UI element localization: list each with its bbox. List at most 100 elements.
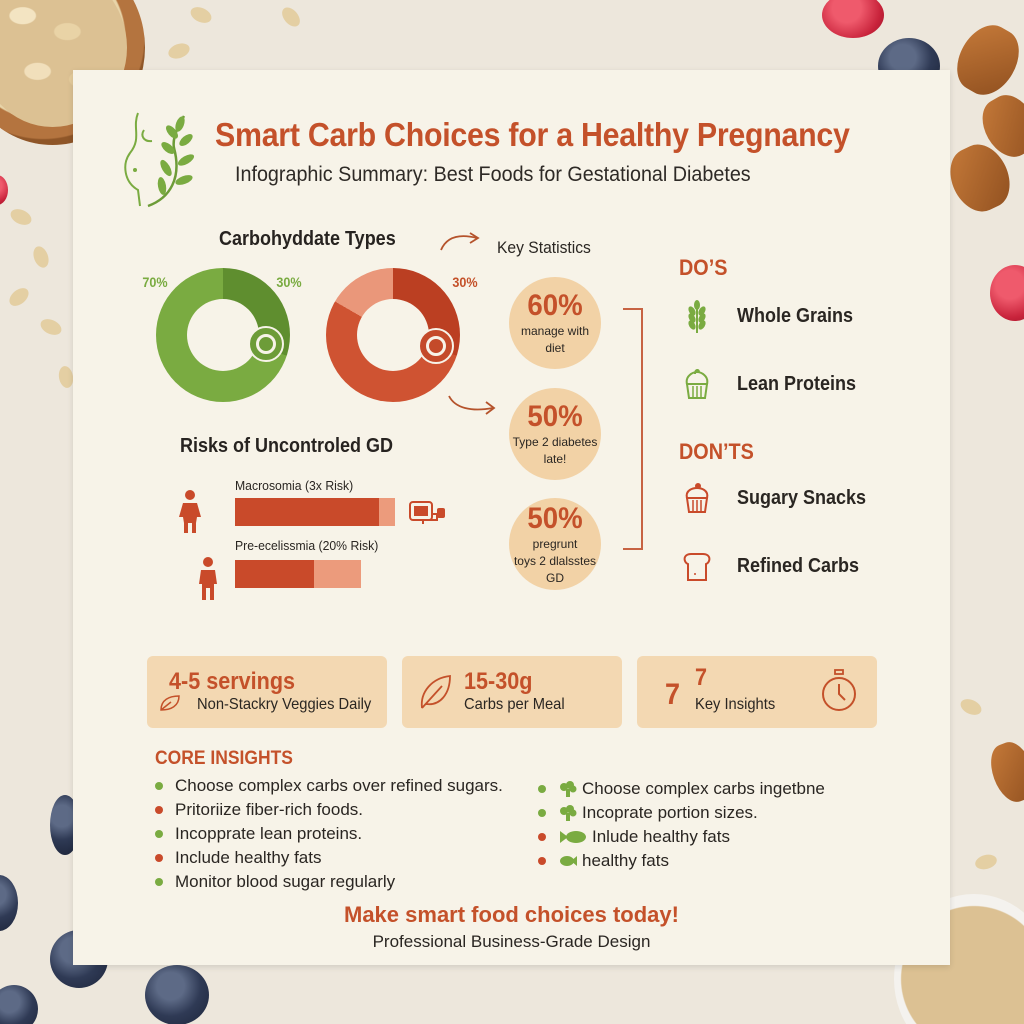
bullet-dot: [155, 782, 163, 790]
insight-text: Incoprate portion sizes.: [582, 803, 758, 822]
oat-flake-decoration: [188, 4, 214, 26]
page-title: Smart Carb Choices for a Healthy Pregnan…: [215, 116, 850, 153]
call-to-action-text: Make smart food choices today!: [344, 902, 679, 927]
oat-flake-decoration: [166, 40, 192, 62]
tile-small-label: Key Insights: [695, 696, 776, 713]
risk-bar-light: [314, 560, 361, 588]
list-item: Choose complex carbs over refined sugars…: [155, 774, 503, 798]
tile-veggie-servings: 4-5 servings Non-Stackry Veggies Daily: [147, 656, 387, 728]
oat-flake-decoration: [6, 284, 32, 310]
list-item: Pritoriize fiber-rich foods.: [155, 798, 503, 822]
cupcake-icon: [685, 483, 709, 513]
key-statistics-heading: Key Statistics: [497, 238, 591, 257]
do-item-label: Whole Grains: [737, 304, 854, 327]
list-item: healthy fats: [538, 849, 825, 873]
oat-flake-decoration: [30, 244, 52, 270]
bread-icon: [683, 553, 711, 581]
fish-icon: [560, 856, 577, 866]
oat-flake-decoration: [38, 316, 64, 338]
stat-label: Type 2 diabetes: [512, 435, 598, 449]
risk-bar-solid: [235, 498, 379, 526]
curved-arrow-icon: [448, 395, 496, 415]
risk-label-preeclampsia: Pre-ecelissmia (20% Risk): [235, 538, 379, 553]
risk-label-macrosomia: Macrosomia (3x Risk): [235, 478, 354, 493]
insight-text: Choose complex carbs ingetbne: [582, 779, 825, 798]
do-item-label: Lean Proteins: [737, 372, 857, 395]
stats-bracket-divider: [623, 308, 643, 550]
bullet-dot: [155, 878, 163, 886]
infographic-card: Smart Carb Choices for a Healthy Pregnan…: [73, 70, 950, 965]
raspberry-decoration: [0, 175, 8, 205]
stopwatch-icon: [822, 669, 856, 711]
bullet-dot: [538, 785, 546, 793]
stat-label: manage with: [520, 324, 590, 338]
list-item: Include healthy fats: [155, 846, 503, 870]
person-icon: [179, 490, 201, 533]
tile-prefix-number: 7: [665, 678, 681, 711]
tile-big-value: 4-5 servings: [169, 668, 296, 695]
list-item: Monitor blood sugar regularly: [155, 870, 503, 894]
list-item: Incopprate lean proteins.: [155, 822, 503, 846]
curved-arrow-icon: [440, 232, 480, 251]
fish-icon: [560, 831, 586, 843]
insight-text: Pritoriize fiber-rich foods.: [175, 800, 364, 819]
core-insights-right-list: Choose complex carbs ingetbne Incoprate …: [538, 777, 825, 873]
wheat-icon: [688, 300, 706, 333]
bullet-dot: [538, 857, 546, 865]
oat-flake-decoration: [8, 206, 34, 228]
stat-label: toys 2 dlalsstes: [513, 553, 597, 568]
dont-item-label: Sugary Snacks: [737, 486, 867, 509]
broccoli-icon: [560, 781, 577, 797]
donut-good-label-left: 70%: [142, 274, 168, 290]
list-item: Inlude healthy fats: [538, 825, 825, 849]
stat-value: 50%: [527, 501, 583, 535]
oat-flake-decoration: [278, 4, 304, 30]
person-icon: [199, 557, 217, 600]
stat-label: pregrunt: [532, 536, 578, 551]
risk-bar-preeclampsia: [235, 560, 361, 588]
insight-text: Inlude healthy fats: [592, 827, 730, 846]
dont-item-refined-carbs: Refined Carbs: [681, 548, 873, 584]
stat-label: late!: [543, 452, 567, 466]
risk-bar-light: [379, 498, 395, 526]
monitor-icon: [409, 501, 445, 524]
risk-bar-macrosomia: [235, 498, 395, 526]
donut-bad-label: 30%: [452, 274, 478, 290]
oat-flake-decoration: [958, 696, 984, 718]
footer-tagline: Professional Business-Grade Design: [372, 932, 651, 951]
do-item-lean-proteins: Lean Proteins: [681, 366, 869, 402]
donut-icon: [248, 326, 284, 362]
leaf-icon: [160, 695, 180, 711]
stat-label: diet: [545, 341, 565, 355]
insight-text: Monitor blood sugar regularly: [175, 872, 396, 891]
bullet-dot: [155, 806, 163, 814]
list-item: Incoprate portion sizes.: [538, 801, 825, 825]
core-insights-heading: CORE INSIGHTS: [155, 748, 293, 769]
insight-text: Choose complex carbs over refined sugars…: [175, 776, 503, 795]
insight-text: Include healthy fats: [175, 848, 322, 867]
stat-circle-type2: 50% Type 2 diabetes late!: [509, 388, 601, 480]
donut-good-label-right: 30%: [276, 274, 302, 290]
list-item: Choose complex carbs ingetbne: [538, 777, 825, 801]
stat-value: 50%: [527, 400, 583, 433]
pregnancy-leaf-icon: [124, 112, 195, 208]
raspberry-decoration: [990, 265, 1024, 321]
core-insights-left-list: Choose complex carbs over refined sugars…: [155, 774, 503, 894]
tile-carbs-per-meal: 15-30g Carbs per Meal: [402, 656, 622, 728]
blueberry-decoration: [0, 875, 18, 931]
dos-heading: DO’S: [679, 255, 728, 280]
stat-circle-diet: 60% manage with diet: [509, 277, 601, 369]
risks-heading: Risks of Uncontroled GD: [180, 435, 394, 457]
bullet-dot: [538, 833, 546, 841]
carbohydrate-types-heading: Carbohyddate Types: [219, 228, 396, 250]
donts-heading: DON’TS: [679, 439, 754, 464]
dont-item-sugary-snacks: Sugary Snacks: [681, 480, 880, 516]
page-subtitle: Infographic Summary: Best Foods for Gest…: [235, 163, 751, 186]
blueberry-decoration: [145, 965, 209, 1024]
tile-big-value: 7: [695, 664, 708, 691]
bullet-dot: [538, 809, 546, 817]
bullet-dot: [155, 830, 163, 838]
raspberry-decoration: [822, 0, 884, 38]
do-item-whole-grains: Whole Grains: [681, 298, 866, 334]
bullet-dot: [155, 854, 163, 862]
